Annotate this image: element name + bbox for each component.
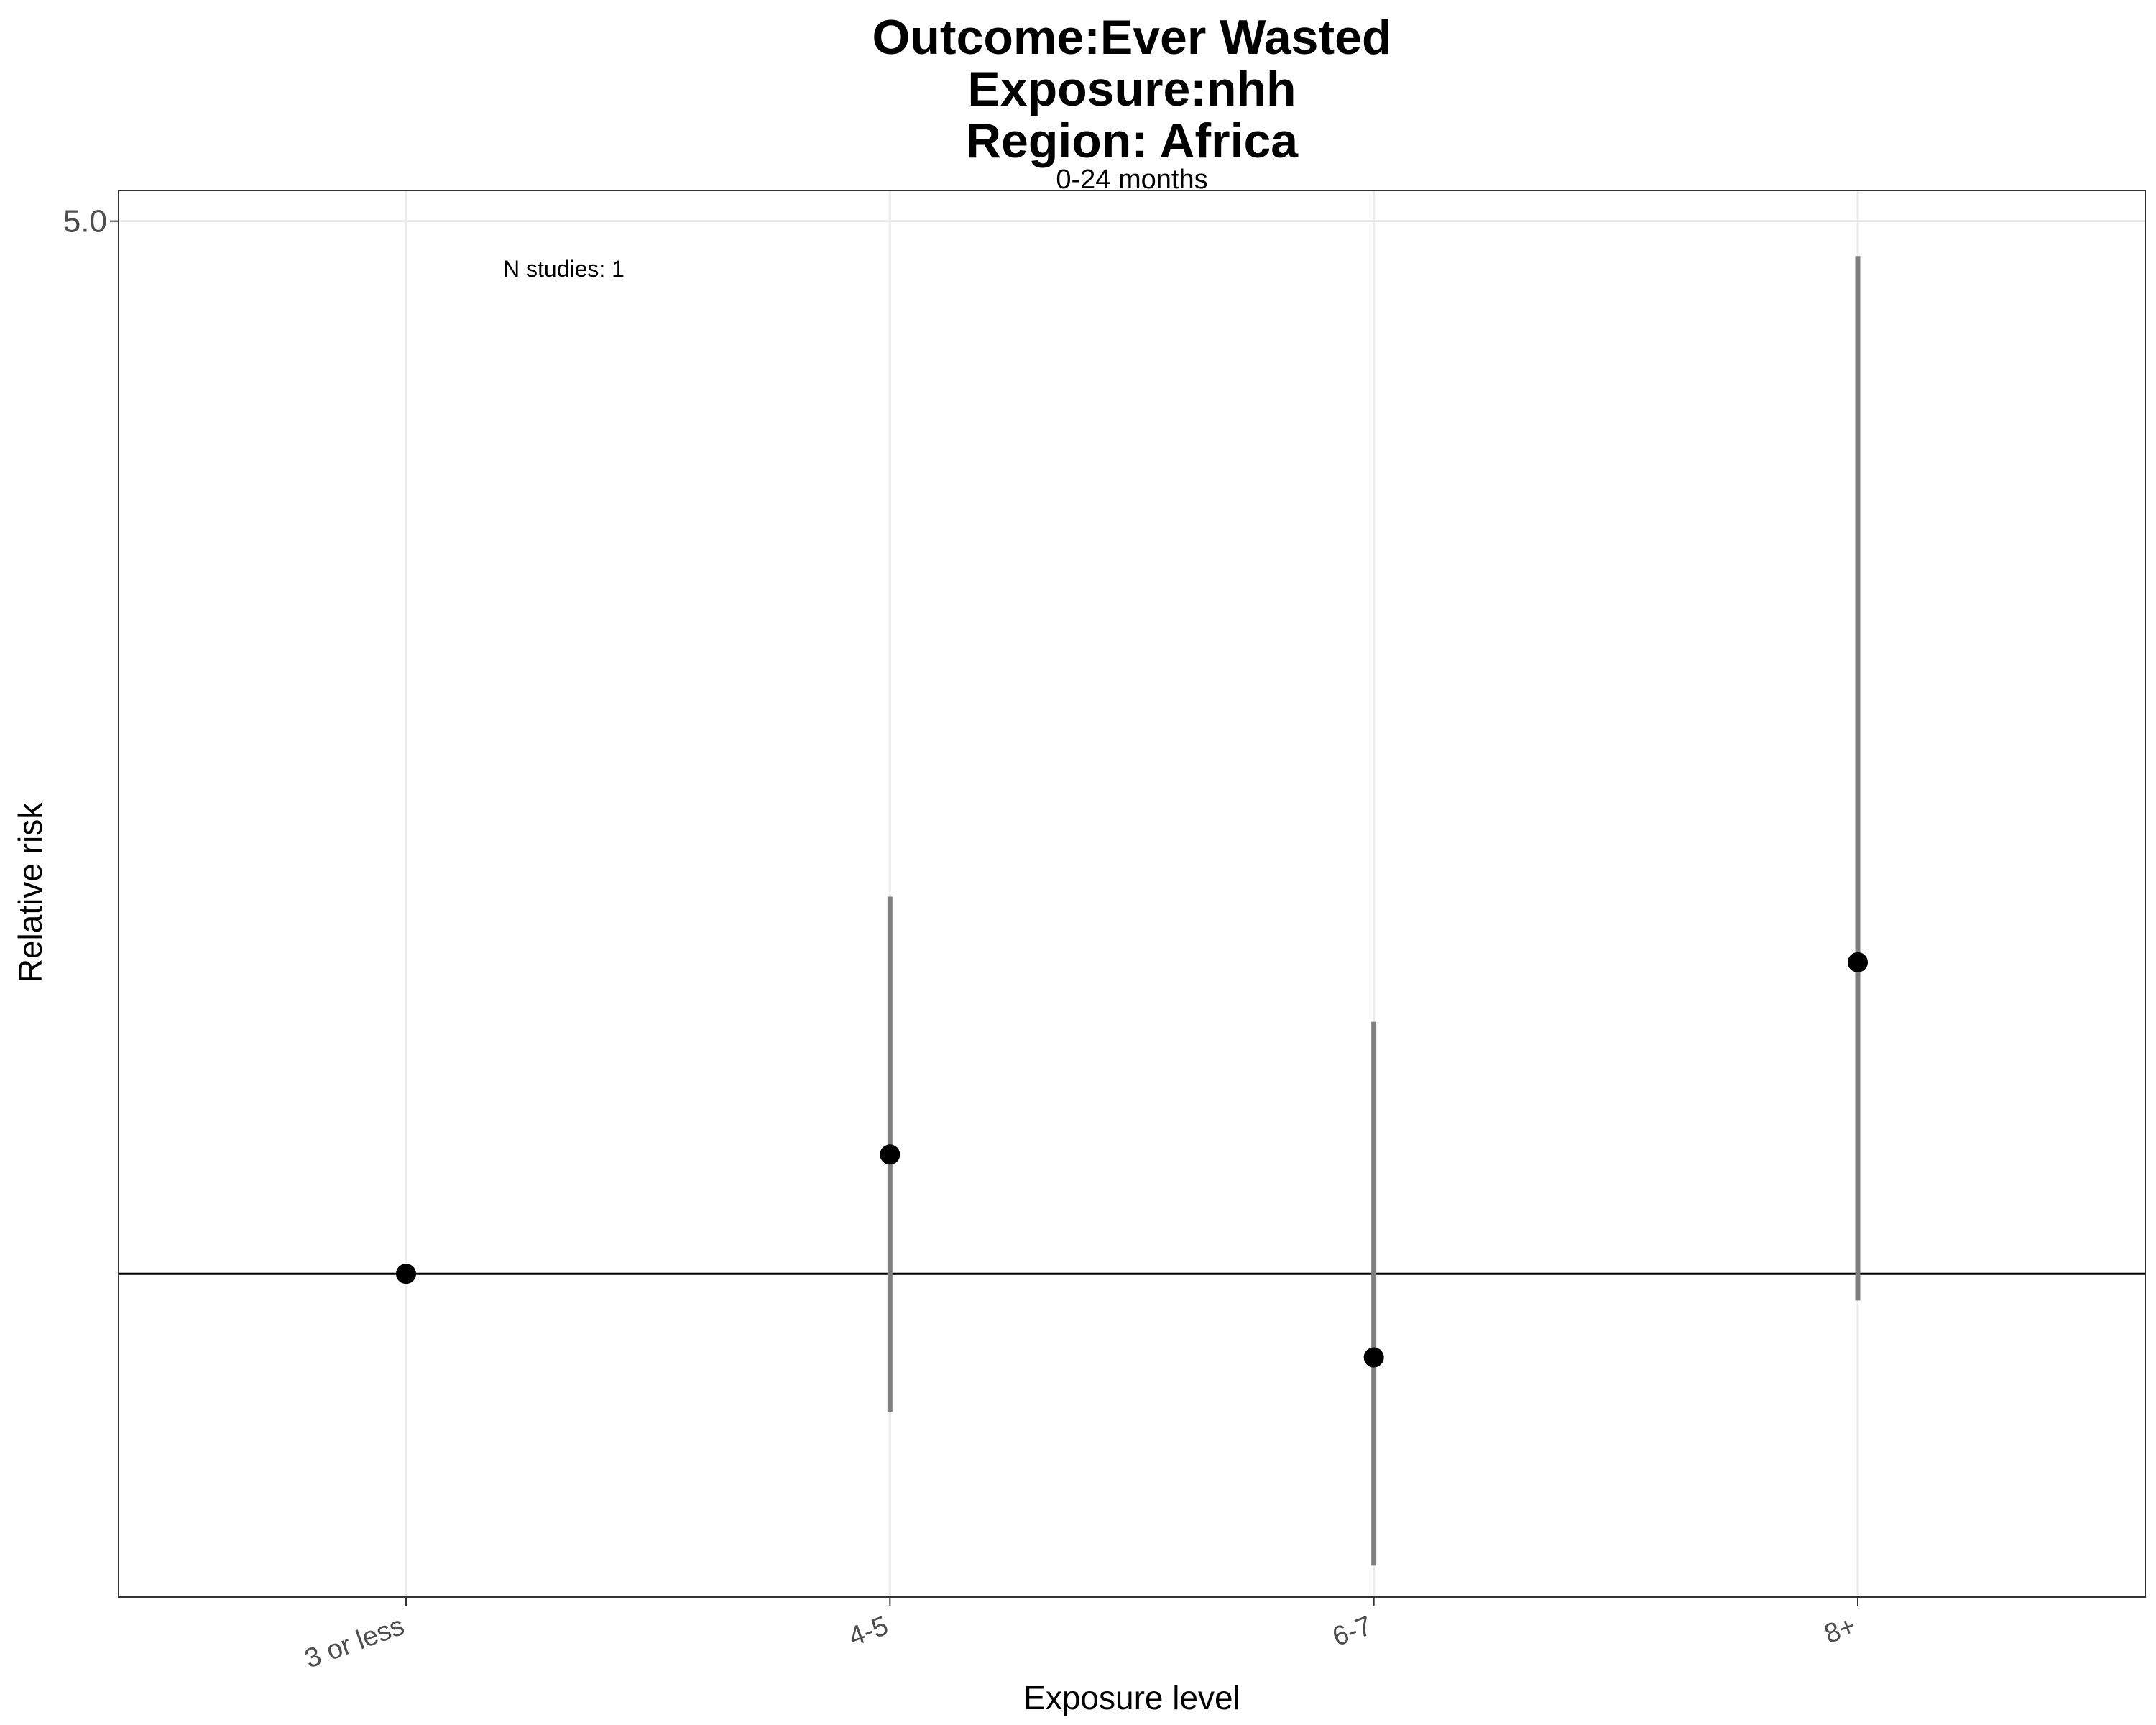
- point-estimate: [880, 1144, 900, 1165]
- point-estimates: [396, 952, 1868, 1368]
- y-axis-label: Relative risk: [11, 802, 49, 983]
- plot-area: N studies: 1: [118, 190, 2146, 1598]
- point-estimate: [1363, 1347, 1384, 1368]
- y-tick-label: 5.0: [63, 204, 107, 239]
- x-tick-label: 6-7: [1329, 1611, 1376, 1652]
- x-tick-label: 3 or less: [301, 1611, 408, 1675]
- chart-title-line: Region: Africa: [966, 114, 1299, 168]
- chart-title-line: Exposure:nhh: [967, 62, 1296, 116]
- panel-border: [118, 190, 2146, 1598]
- chart-title-line: Outcome:Ever Wasted: [872, 10, 1392, 65]
- point-estimate: [1848, 952, 1868, 972]
- x-tick-label: 4-5: [844, 1611, 892, 1652]
- x-axis-label: Exposure level: [1023, 1679, 1240, 1716]
- x-axis: 3 or less 4-5 6-7 8+: [301, 1597, 1860, 1675]
- x-tick-label: 8+: [1820, 1611, 1860, 1650]
- y-axis: 5.0: [63, 204, 119, 239]
- gridlines: [119, 190, 2145, 1597]
- n-studies-annotation: N studies: 1: [503, 256, 625, 282]
- point-estimate: [396, 1264, 416, 1284]
